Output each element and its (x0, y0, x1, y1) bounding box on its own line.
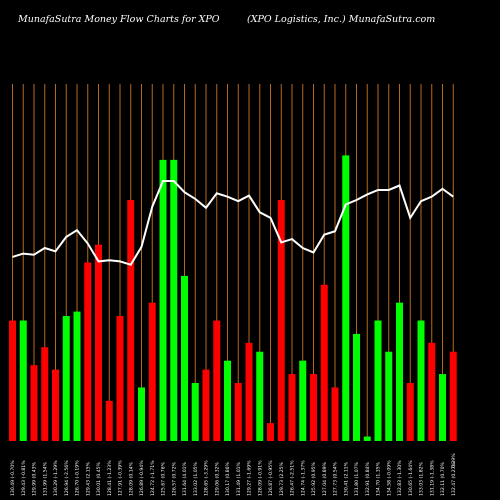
money-flow-bar (363, 436, 371, 441)
money-flow-bar (213, 320, 221, 441)
x-tick-label: 131.80 (1.07% (354, 461, 360, 496)
x-tick-label: 129.43 (-0.81% (21, 460, 27, 496)
money-flow-bar (9, 320, 16, 441)
x-tick-label: 130.17 (0.86% (225, 461, 231, 496)
x-tick-label: 127.73 (0.54% (333, 461, 339, 496)
x-tick-label: 134.58 (-0.09% (386, 460, 392, 496)
money-flow-bar (439, 374, 446, 441)
x-tick-label: 131.99 (1.54% (42, 461, 48, 496)
money-flow-bar (288, 374, 296, 441)
money-flow-bar (353, 333, 360, 441)
money-flow-bar (148, 302, 156, 441)
x-tick-label: 132.83 (-1.30% (397, 460, 403, 496)
money-flow-bar (331, 387, 339, 441)
money-flow-bar (256, 351, 264, 441)
money-flow-bar (105, 400, 113, 441)
chart-subtitle: (XPO Logistics, Inc.) MunafaSutra.com (247, 14, 436, 25)
x-tick-label: 127.91 (-0.39% (118, 460, 124, 496)
x-tick-labels: 130.49 (-0.70% 129.43 (-0.81% 129.99 (0.43… (10, 460, 457, 496)
x-tick-label: 124.74 (-1.37% (300, 460, 306, 496)
money-flow-bars (9, 155, 457, 442)
x-tick-label: 131.19 (-1.38% (429, 460, 435, 496)
money-flow-bar (170, 159, 178, 442)
x-tick-label: 132.91 (0.84% (365, 461, 371, 496)
money-flow-bar (52, 369, 59, 441)
x-tick-label: 131.64 (4.01% (182, 461, 188, 496)
x-tick-label: 126.94 (-2.56% (64, 460, 70, 496)
money-flow-bar (41, 347, 49, 441)
money-flow-bar (95, 244, 102, 441)
money-flow-bar (406, 382, 414, 441)
money-flow-bar (342, 155, 350, 441)
x-tick-label: 130.49 (-0.70% (10, 460, 16, 496)
x-tick-label: 130.65 (-1.64% (408, 460, 414, 496)
x-tick-label: 127.04 (0.89% (322, 461, 328, 496)
money-flow-bar (159, 159, 167, 442)
money-flow-bar (30, 365, 38, 441)
money-flow-bar (224, 360, 231, 441)
money-flow-bar (245, 342, 253, 441)
x-tick-label: 128.65 (-3.29% (204, 460, 210, 496)
money-flow-bar (299, 360, 307, 441)
x-tick-label: 128.09 (0.14% (128, 461, 134, 496)
money-flow-bar (267, 423, 274, 441)
x-tick-label: 126.87 (-0.95% (268, 460, 274, 496)
x-tick-label: 129.99 (0.43% (32, 461, 38, 496)
x-tick-label: 129.73 (2.25% (279, 461, 285, 496)
money-flow-bar (127, 200, 135, 441)
money-flow-bar (73, 311, 81, 441)
x-tick-label: 128.09 (-0.91% (257, 460, 263, 496)
x-tick-label: 129.27 (-1.69% (247, 460, 253, 496)
chart-title: MunafaSutra Money Flow Charts for XPO (18, 14, 220, 25)
x-tick-label: 125.67 (0.76% (161, 461, 167, 496)
x-tick-label: 126.70 (-0.19% (75, 460, 81, 496)
money-flow-bar (62, 316, 70, 441)
money-flow-bar (417, 320, 425, 441)
money-flow-bar (234, 382, 242, 441)
money-flow-bar (116, 316, 124, 441)
money-flow-bar (138, 387, 145, 441)
money-flow-bar (449, 351, 457, 441)
x-tick-label: 129.06 (0.32% (214, 461, 220, 496)
price-line (12, 180, 454, 266)
x-tick-label: 130.41 (2.11% (343, 461, 349, 496)
x-tick-label: 126.47 (-2.51% (290, 460, 296, 496)
money-flow-bar (277, 200, 285, 441)
x-tick-label: 130.29 (-1.29% (53, 460, 59, 496)
money-flow-bar (202, 369, 210, 441)
x-tick-label: 128.41 (-1.23% (107, 460, 113, 496)
x-tick-label: 126.89 (-0.94% (139, 460, 145, 496)
x-tick-label: 132.11 (0.70% (440, 461, 446, 496)
extra-tick-label: 0.39% (451, 453, 457, 468)
money-flow-bar (181, 275, 188, 441)
x-tick-label: 131.49 (1.01% (236, 461, 242, 496)
money-flow-bar (84, 262, 92, 441)
money-flow-bar (385, 351, 393, 441)
x-tick-label: 129.43 (2.15% (85, 461, 91, 496)
money-flow-bar (310, 374, 317, 441)
x-tick-label: 133.02 (1.05% (193, 461, 199, 496)
money-flow-bar (396, 302, 403, 441)
x-tick-label: 132.47 (0.27% (451, 461, 457, 496)
x-tick-label: 130.01 (0.45% (96, 461, 102, 496)
money-flow-bar (191, 382, 199, 441)
x-tick-label: 126.57 (0.72% (171, 461, 177, 496)
money-flow-bar (374, 320, 382, 441)
money-flow-bar (19, 320, 27, 441)
x-tick-label: 134.70 (1.35% (376, 461, 382, 496)
money-flow-bar (428, 342, 436, 441)
money-flow-bar (320, 284, 328, 441)
x-tick-label: 125.92 (0.95% (311, 461, 317, 496)
x-tick-label: 133.03 (1.82% (419, 461, 425, 496)
x-tick-label: 124.72 (-1.71% (150, 460, 156, 496)
